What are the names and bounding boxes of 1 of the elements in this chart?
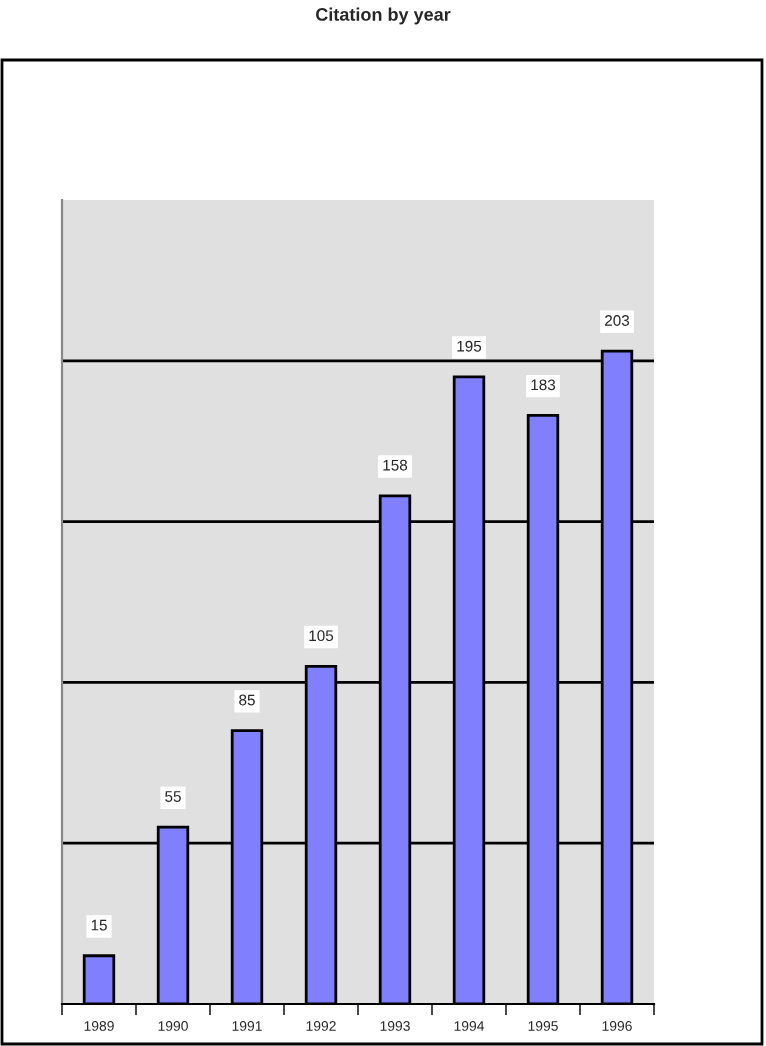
chart-title: Citation by year [316,7,451,25]
